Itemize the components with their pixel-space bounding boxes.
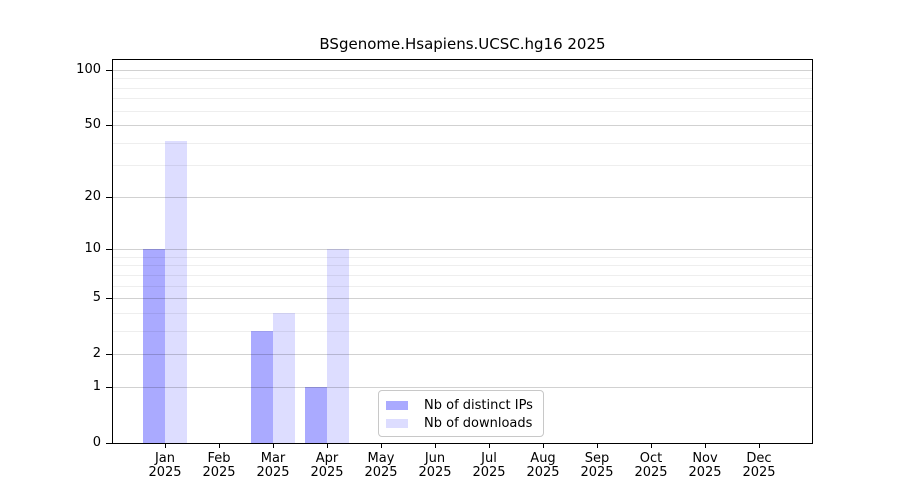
bar-downloads — [327, 249, 349, 443]
gridline — [113, 88, 812, 89]
y-tick-label: 100 — [76, 62, 101, 77]
x-tick-label: Jul 2025 — [472, 451, 506, 480]
legend: Nb of distinct IPs Nb of downloads — [378, 390, 544, 437]
y-tick-label: 1 — [92, 378, 101, 394]
y-tick-mark — [106, 443, 112, 444]
gridline — [113, 78, 812, 79]
gridline — [113, 111, 812, 112]
gridline — [113, 165, 812, 166]
gridline — [113, 275, 812, 276]
y-tick-mark — [106, 125, 112, 126]
x-tick-label: Dec 2025 — [742, 451, 776, 480]
legend-label-downloads: Nb of downloads — [424, 415, 533, 431]
gridline — [113, 257, 812, 258]
y-tick-label: 10 — [84, 241, 101, 257]
gridline — [113, 265, 812, 266]
y-tick-label: 2 — [92, 346, 101, 362]
gridline — [113, 197, 812, 198]
bar-distinct-ips — [251, 330, 273, 443]
x-tick-label: Mar 2025 — [256, 451, 290, 480]
gridline — [113, 70, 812, 71]
y-tick-label: 0 — [92, 435, 101, 450]
x-tick-label: Jun 2025 — [418, 451, 452, 480]
gridline — [113, 354, 812, 355]
y-tick-label: 50 — [84, 117, 101, 133]
plot-area: Nb of distinct IPs Nb of downloads — [113, 60, 812, 443]
x-tick-mark — [327, 444, 328, 448]
gridline — [113, 98, 812, 99]
y-tick-mark — [106, 249, 112, 250]
x-tick-mark — [543, 444, 544, 448]
y-tick-mark — [106, 387, 112, 388]
chart-title: BSgenome.Hsapiens.UCSC.hg16 2025 — [319, 35, 606, 53]
gridline — [113, 249, 812, 250]
y-tick-mark — [106, 197, 112, 198]
x-tick-mark — [651, 444, 652, 448]
y-tick-label: 5 — [92, 290, 101, 306]
bar-distinct-ips — [305, 386, 327, 443]
x-tick-mark — [273, 444, 274, 448]
x-tick-label: Aug 2025 — [526, 451, 560, 480]
x-tick-label: Oct 2025 — [634, 451, 668, 480]
x-tick-mark — [489, 444, 490, 448]
x-tick-label: May 2025 — [364, 451, 398, 480]
x-tick-mark — [165, 444, 166, 448]
x-tick-mark — [759, 444, 760, 448]
gridline — [113, 331, 812, 332]
gridline — [113, 313, 812, 314]
y-tick-mark — [106, 354, 112, 355]
legend-label-distinct-ips: Nb of distinct IPs — [424, 397, 533, 413]
x-tick-mark — [597, 444, 598, 448]
x-tick-label: Feb 2025 — [202, 451, 236, 480]
legend-swatch-downloads — [386, 418, 408, 428]
x-tick-mark — [219, 444, 220, 448]
legend-swatch-distinct-ips — [386, 400, 408, 410]
gridline — [113, 298, 812, 299]
bar-downloads — [273, 312, 295, 443]
legend-item-downloads: Nb of downloads — [379, 414, 543, 432]
legend-item-distinct-ips: Nb of distinct IPs — [379, 396, 543, 414]
y-tick-mark — [106, 298, 112, 299]
x-tick-label: Jan 2025 — [148, 451, 182, 480]
y-tick-mark — [106, 70, 112, 71]
x-tick-mark — [435, 444, 436, 448]
x-tick-label: Nov 2025 — [688, 451, 722, 480]
gridline — [113, 387, 812, 388]
bar-downloads — [165, 140, 187, 443]
gridline — [113, 286, 812, 287]
x-tick-label: Apr 2025 — [310, 451, 344, 480]
x-tick-label: Sep 2025 — [580, 451, 614, 480]
gridline — [113, 125, 812, 126]
x-tick-mark — [705, 444, 706, 448]
gridline — [113, 143, 812, 144]
x-tick-mark — [381, 444, 382, 448]
bar-distinct-ips — [143, 249, 165, 443]
y-tick-label: 20 — [84, 188, 101, 204]
